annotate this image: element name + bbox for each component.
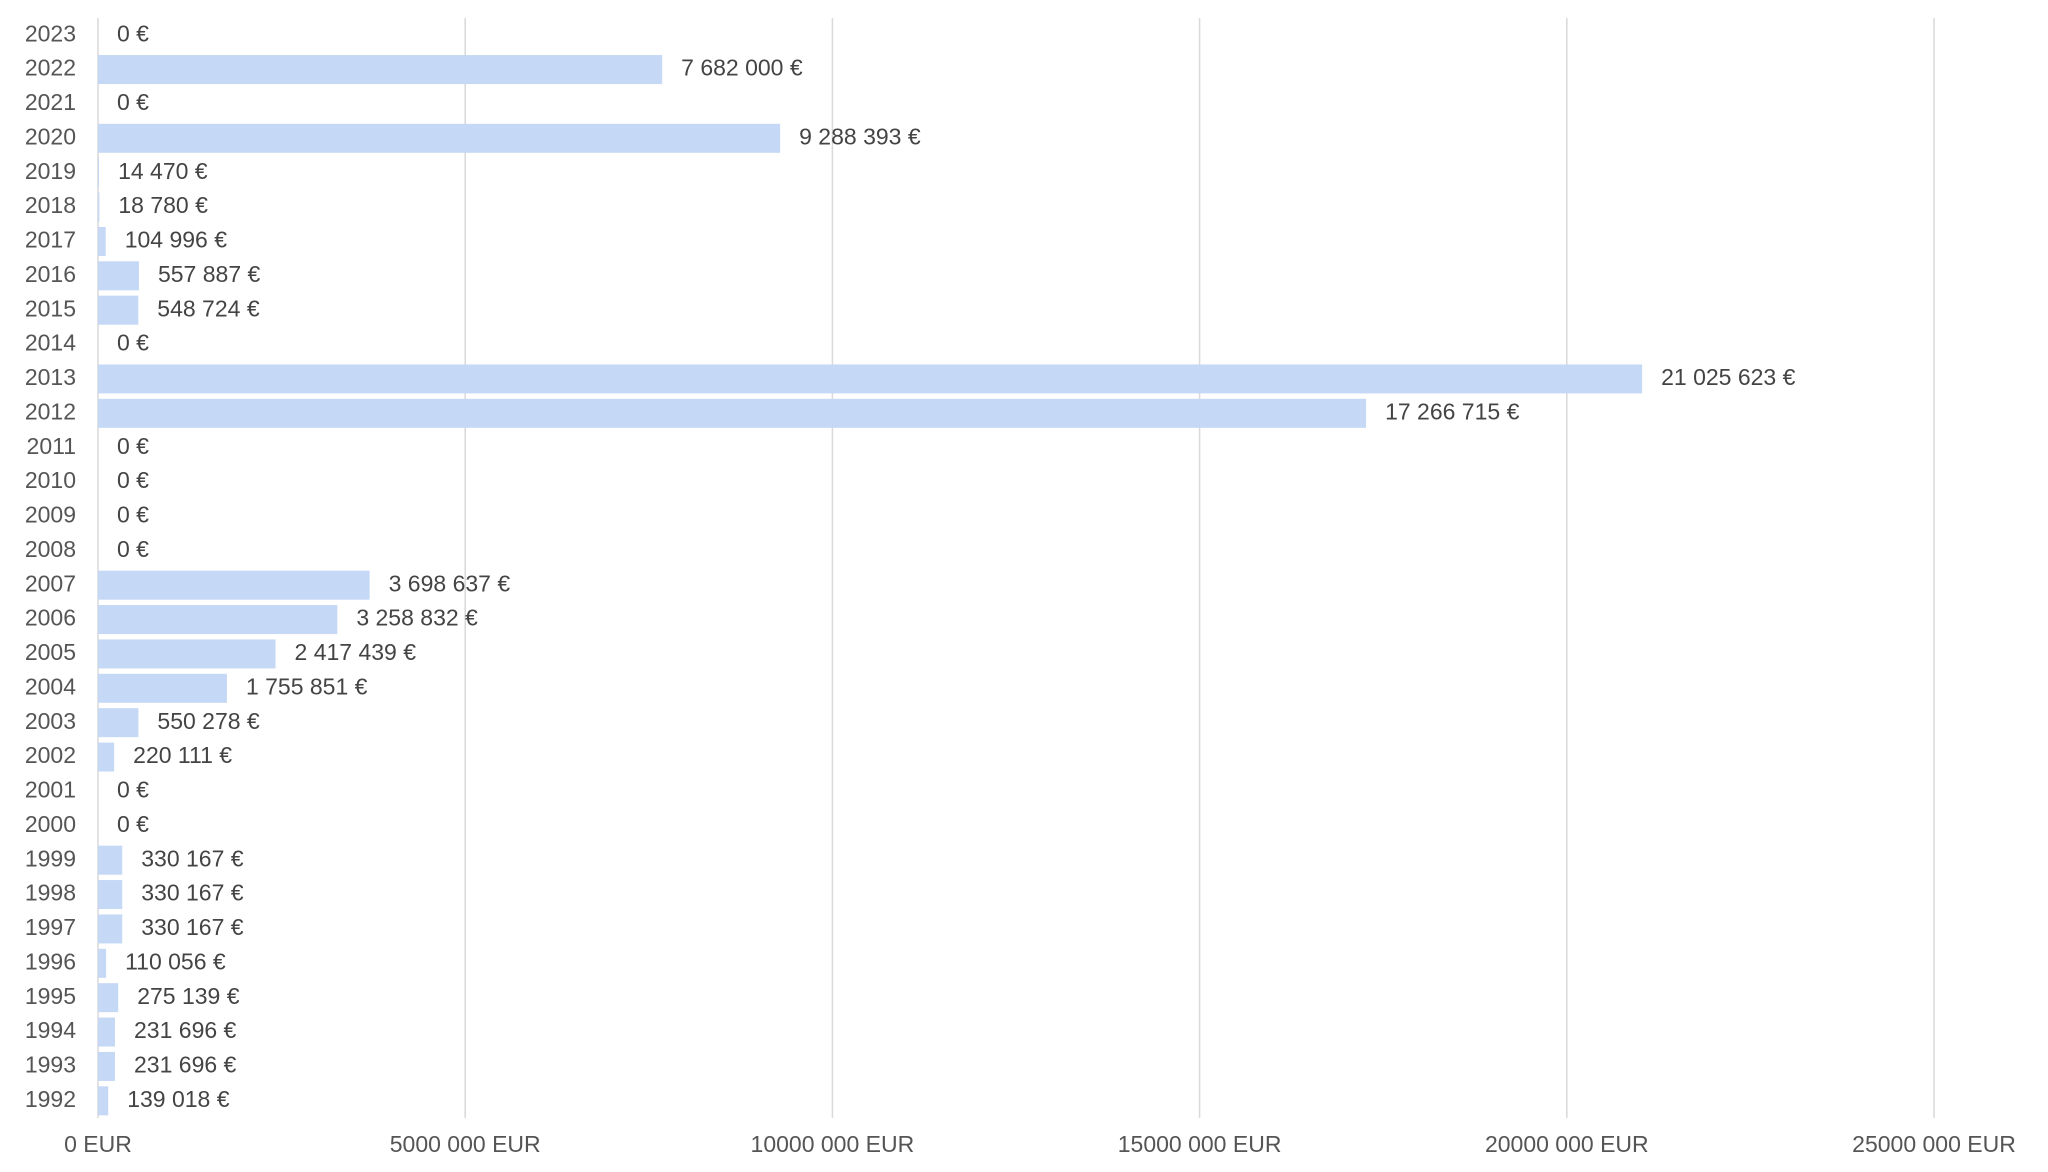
y-tick-label: 2012 [25, 398, 76, 424]
value-label: 14 470 € [118, 158, 208, 184]
value-label: 0 € [117, 467, 149, 493]
y-tick-label: 2023 [25, 20, 76, 46]
value-label: 330 167 € [141, 880, 244, 906]
x-tick-label: 5000 000 EUR [390, 1131, 541, 1157]
y-tick-label: 2014 [25, 330, 76, 356]
value-label: 18 780 € [118, 192, 208, 218]
y-tick-label: 2007 [25, 570, 76, 596]
value-label: 231 696 € [134, 1052, 237, 1078]
y-tick-label: 2018 [25, 192, 76, 218]
value-label: 0 € [117, 502, 149, 528]
bar [98, 845, 123, 875]
bar [98, 983, 119, 1013]
bar [98, 123, 781, 153]
y-tick-label: 2013 [25, 364, 76, 390]
y-tick-label: 2020 [25, 123, 76, 149]
value-label: 104 996 € [125, 227, 228, 253]
bar [98, 708, 139, 738]
bar [98, 1086, 109, 1116]
value-label: 7 682 000 € [681, 55, 803, 81]
y-tick-label: 1997 [25, 914, 76, 940]
y-tick-label: 1999 [25, 845, 76, 871]
y-tick-label: 2011 [27, 433, 76, 459]
y-tick-label: 1993 [25, 1052, 76, 1078]
y-tick-label: 2016 [25, 261, 76, 287]
value-label: 0 € [117, 433, 149, 459]
bar [98, 261, 139, 291]
value-label: 0 € [117, 777, 149, 803]
bar [98, 192, 100, 222]
bar [98, 639, 276, 669]
value-label: 17 266 715 € [1385, 398, 1520, 424]
bar [98, 1017, 116, 1047]
value-label: 548 724 € [157, 295, 260, 321]
value-label: 110 056 € [125, 948, 226, 974]
y-tick-label: 2005 [25, 639, 76, 665]
y-tick-label: 1998 [25, 880, 76, 906]
y-tick-label: 2022 [25, 55, 76, 81]
bar [98, 1051, 116, 1081]
y-tick-label: 1995 [25, 983, 76, 1009]
y-tick-label: 1994 [25, 1017, 76, 1043]
bar [98, 570, 370, 600]
bar [98, 742, 115, 772]
x-tick-label: 15000 000 EUR [1118, 1131, 1282, 1157]
bar [98, 364, 1643, 394]
bar [98, 226, 106, 256]
y-tick-label: 2008 [25, 536, 76, 562]
bar [98, 673, 227, 703]
y-tick-label: 2000 [25, 811, 76, 837]
value-label: 330 167 € [141, 845, 244, 871]
value-label: 231 696 € [134, 1017, 237, 1043]
bar [98, 948, 107, 978]
y-tick-label: 2010 [25, 467, 76, 493]
value-label: 9 288 393 € [799, 123, 921, 149]
bar [98, 55, 663, 85]
x-tick-label: 25000 000 EUR [1852, 1131, 2016, 1157]
y-tick-label: 2021 [25, 89, 76, 115]
bar [98, 880, 123, 910]
value-label: 139 018 € [127, 1086, 230, 1112]
y-tick-label: 2019 [25, 158, 76, 184]
x-tick-label: 10000 000 EUR [751, 1131, 915, 1157]
value-label: 0 € [117, 20, 149, 46]
x-tick-label: 0 EUR [64, 1131, 132, 1157]
value-label: 3 698 637 € [389, 570, 511, 596]
value-label: 0 € [117, 330, 149, 356]
value-label: 0 € [117, 536, 149, 562]
value-label: 275 139 € [137, 983, 240, 1009]
y-tick-label: 1996 [25, 948, 76, 974]
y-tick-label: 2017 [25, 227, 76, 253]
value-label: 21 025 623 € [1661, 364, 1796, 390]
bar [98, 158, 100, 188]
value-label: 330 167 € [141, 914, 244, 940]
bar [98, 398, 1367, 428]
y-tick-label: 1992 [25, 1086, 76, 1112]
value-label: 550 278 € [157, 708, 260, 734]
y-tick-label: 2002 [25, 742, 76, 768]
value-label: 557 887 € [158, 261, 261, 287]
value-label: 3 258 832 € [356, 605, 478, 631]
value-label: 2 417 439 € [295, 639, 417, 665]
y-tick-label: 2001 [25, 777, 76, 803]
y-tick-label: 2004 [25, 673, 76, 699]
value-label: 1 755 851 € [246, 673, 368, 699]
bar [98, 914, 123, 944]
bar [98, 295, 139, 325]
value-label: 0 € [117, 811, 149, 837]
bar [98, 605, 338, 635]
value-label: 220 111 € [133, 742, 232, 768]
value-label: 0 € [117, 89, 149, 115]
y-tick-label: 2003 [25, 708, 76, 734]
x-tick-label: 20000 000 EUR [1485, 1131, 1649, 1157]
y-tick-label: 2015 [25, 295, 76, 321]
y-tick-label: 2009 [25, 502, 76, 528]
y-tick-label: 2006 [25, 605, 76, 631]
